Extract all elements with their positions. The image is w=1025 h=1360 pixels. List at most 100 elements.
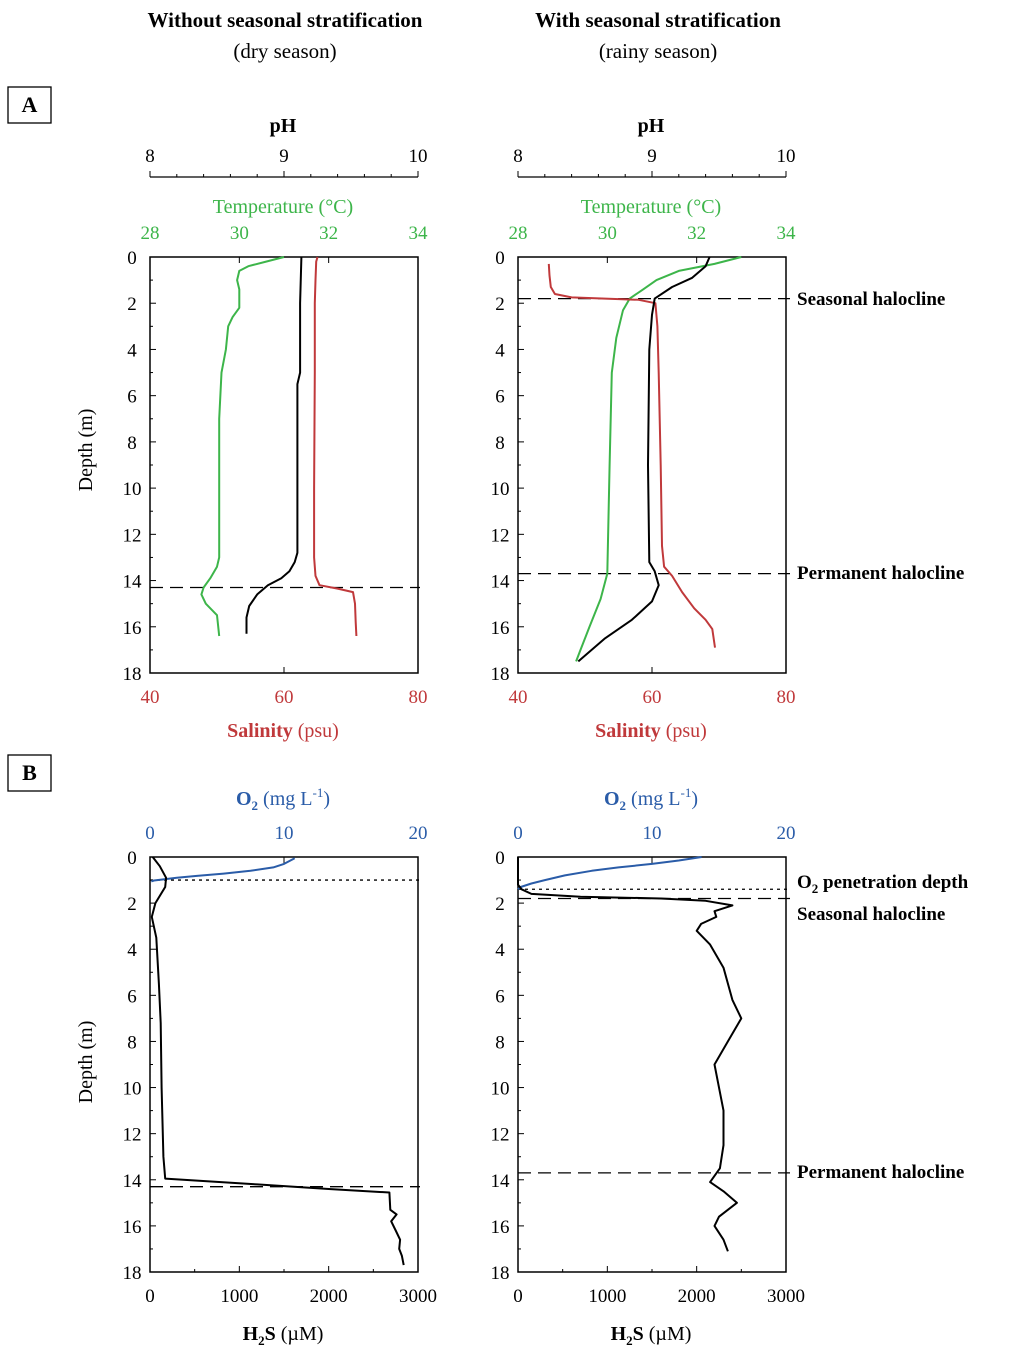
chart-A-dry-temperature-xtick-label: 28 bbox=[141, 223, 160, 244]
chart-B-dry-h2s-xtick-label: 0 bbox=[145, 1286, 155, 1307]
chart-B-dry-h2s-xtick-label: 3000 bbox=[399, 1286, 437, 1307]
chart-B-dry-o2-xtick-label: 10 bbox=[275, 823, 294, 844]
chart-A-dry-ytick-label: 4 bbox=[127, 340, 137, 361]
annotation-permanent-halocline-a: Permanent halocline bbox=[797, 563, 964, 584]
chart-A-dry-ytick-label: 12 bbox=[123, 525, 142, 546]
annotation-o2-penetration-depth: O2 penetration depth bbox=[797, 872, 969, 896]
chart-A-rainy-series-temperature bbox=[575, 256, 742, 662]
chart-A-dry-ytick-label: 18 bbox=[123, 664, 142, 685]
chart-A-dry-ph-xtick-label: 8 bbox=[145, 146, 155, 167]
chart-B-rainy-ytick-label: 14 bbox=[491, 1171, 511, 1192]
chart-B-rainy-series-h2s bbox=[517, 857, 743, 1252]
chart-A-dry-ytick-label: 8 bbox=[127, 433, 137, 454]
chart-A-rainy-series-ph bbox=[577, 256, 711, 663]
chart-B-rainy-ytick-label: 4 bbox=[495, 940, 505, 961]
chart-B-dry-ytick-label: 8 bbox=[127, 1032, 137, 1053]
chart-B-rainy-h2s-xtick-label: 3000 bbox=[767, 1286, 805, 1307]
chart-A-rainy-ytick-label: 6 bbox=[495, 387, 505, 408]
depth-axis-title-b: Depth (m) bbox=[75, 1021, 97, 1104]
chart-B-rainy-ytick-label: 16 bbox=[491, 1217, 510, 1238]
chart-B-dry-ytick-label: 4 bbox=[127, 940, 137, 961]
chart-A-rainy-salinity-xtick-label: 60 bbox=[643, 687, 662, 708]
panel-label-a-text: A bbox=[22, 92, 38, 117]
column-subtitle-dry: (dry season) bbox=[233, 39, 336, 63]
chart-B-dry-ytick-label: 2 bbox=[127, 894, 137, 915]
ph-axis-title-rainy: pH bbox=[638, 115, 665, 137]
chart-B-dry-ytick-label: 0 bbox=[127, 848, 137, 869]
panel-label-b: B bbox=[7, 754, 52, 792]
chart-A-rainy-ytick-label: 12 bbox=[491, 525, 510, 546]
annotation-seasonal-halocline-b: Seasonal halocline bbox=[797, 904, 945, 925]
chart-A-dry-ytick-label: 14 bbox=[123, 572, 143, 593]
chart-A-rainy-ph-xtick-label: 9 bbox=[647, 146, 657, 167]
ph-axis-title-dry: pH bbox=[270, 115, 297, 137]
column-subtitle-rainy: (rainy season) bbox=[599, 39, 717, 63]
chart-B-dry-ytick-label: 14 bbox=[123, 1171, 143, 1192]
chart-A-dry-ph-xtick-label: 9 bbox=[279, 146, 289, 167]
chart-A-dry-ytick-label: 16 bbox=[123, 618, 142, 639]
chart-B-rainy-ytick-label: 10 bbox=[491, 1079, 510, 1100]
chart-B-rainy-h2s-xtick-label: 0 bbox=[513, 1286, 523, 1307]
chart-A-rainy-temperature-xtick-label: 30 bbox=[598, 223, 617, 244]
chart-A-dry-salinity-xtick-label: 60 bbox=[275, 687, 294, 708]
chart-A-rainy-temperature-xtick-label: 32 bbox=[687, 223, 706, 244]
h2s-axis-title-dry: H2S (µM) bbox=[243, 1323, 324, 1348]
panel-label-a: A bbox=[7, 86, 52, 124]
o2-axis-title-dry: O2 (mg L-1) bbox=[236, 785, 330, 813]
chart-B-rainy-series-o2 bbox=[517, 856, 702, 891]
chart-B-dry-frame bbox=[149, 856, 419, 1273]
chart-B-dry-ytick-label: 16 bbox=[123, 1217, 142, 1238]
chart-A-rainy-ytick-label: 18 bbox=[491, 664, 510, 685]
chart-A-dry-ph-xtick-label: 10 bbox=[409, 146, 428, 167]
temperature-axis-title-rainy: Temperature (°C) bbox=[581, 196, 721, 218]
chart-A-dry-ytick-label: 2 bbox=[127, 294, 137, 315]
chart-B-rainy-o2-xtick-label: 0 bbox=[513, 823, 523, 844]
chart-A-rainy-ytick-label: 14 bbox=[491, 572, 511, 593]
chart-B-dry-ytick-label: 10 bbox=[123, 1079, 142, 1100]
salinity-axis-title-rainy: Salinity (psu) bbox=[595, 720, 707, 742]
chart-B-rainy-h2s-xtick-label: 2000 bbox=[678, 1286, 716, 1307]
h2s-axis-title-rainy: H2S (µM) bbox=[611, 1323, 692, 1348]
chart-A-rainy-ytick-label: 10 bbox=[491, 479, 510, 500]
chart-B-rainy-ytick-label: 6 bbox=[495, 986, 505, 1007]
chart-B-rainy-ytick-label: 12 bbox=[491, 1125, 510, 1146]
chart-A-dry-ytick-label: 0 bbox=[127, 248, 137, 269]
chart-B-rainy-ytick-label: 18 bbox=[491, 1263, 510, 1284]
chart-A-rainy-series-salinity bbox=[547, 263, 716, 648]
chart-A-dry-frame bbox=[149, 256, 419, 674]
chart-B-rainy-ytick-label: 2 bbox=[495, 894, 505, 915]
chart-B-dry-ytick-label: 18 bbox=[123, 1263, 142, 1284]
chart-A-dry-temperature-xtick-label: 32 bbox=[319, 223, 338, 244]
column-title-dry: Without seasonal stratification bbox=[148, 8, 423, 32]
chart-B-dry-ytick-label: 12 bbox=[123, 1125, 142, 1146]
chart-A-rainy-ytick-label: 4 bbox=[495, 340, 505, 361]
chart-B-dry-series-h2s bbox=[150, 856, 405, 1266]
chart-A-rainy-ph-xtick-label: 8 bbox=[513, 146, 523, 167]
chart-A-dry-temperature-xtick-label: 30 bbox=[230, 223, 249, 244]
chart-B-dry-o2-xtick-label: 0 bbox=[145, 823, 155, 844]
chart-A-rainy-temperature-xtick-label: 34 bbox=[777, 223, 797, 244]
annotation-permanent-halocline-b: Permanent halocline bbox=[797, 1162, 964, 1183]
chart-B-dry-series-o2 bbox=[150, 857, 296, 883]
chart-B-dry-h2s-xtick-label: 2000 bbox=[310, 1286, 348, 1307]
chart-B-dry-o2-xtick-label: 20 bbox=[409, 823, 428, 844]
chart-A-rainy-ph-xtick-label: 10 bbox=[777, 146, 796, 167]
chart-A-dry-series-temperature bbox=[200, 256, 285, 637]
salinity-axis-title-dry: Salinity (psu) bbox=[227, 720, 339, 742]
chart-A-dry-series-ph bbox=[245, 256, 303, 634]
chart-A-dry-salinity-xtick-label: 40 bbox=[141, 687, 160, 708]
chart-B-dry-h2s-xtick-label: 1000 bbox=[220, 1286, 258, 1307]
depth-axis-title-a: Depth (m) bbox=[75, 409, 97, 492]
chart-A-rainy-salinity-xtick-label: 80 bbox=[777, 687, 796, 708]
chart-B-rainy-h2s-xtick-label: 1000 bbox=[588, 1286, 626, 1307]
annotation-seasonal-halocline-a: Seasonal halocline bbox=[797, 289, 945, 310]
chart-A-dry-ytick-label: 6 bbox=[127, 387, 137, 408]
chart-B-rainy-ytick-label: 0 bbox=[495, 848, 505, 869]
panel-label-b-text: B bbox=[22, 760, 37, 785]
temperature-axis-title-dry: Temperature (°C) bbox=[213, 196, 353, 218]
chart-A-rainy-salinity-xtick-label: 40 bbox=[509, 687, 528, 708]
chart-A-rainy-ytick-label: 8 bbox=[495, 433, 505, 454]
chart-A-rainy-ytick-label: 0 bbox=[495, 248, 505, 269]
